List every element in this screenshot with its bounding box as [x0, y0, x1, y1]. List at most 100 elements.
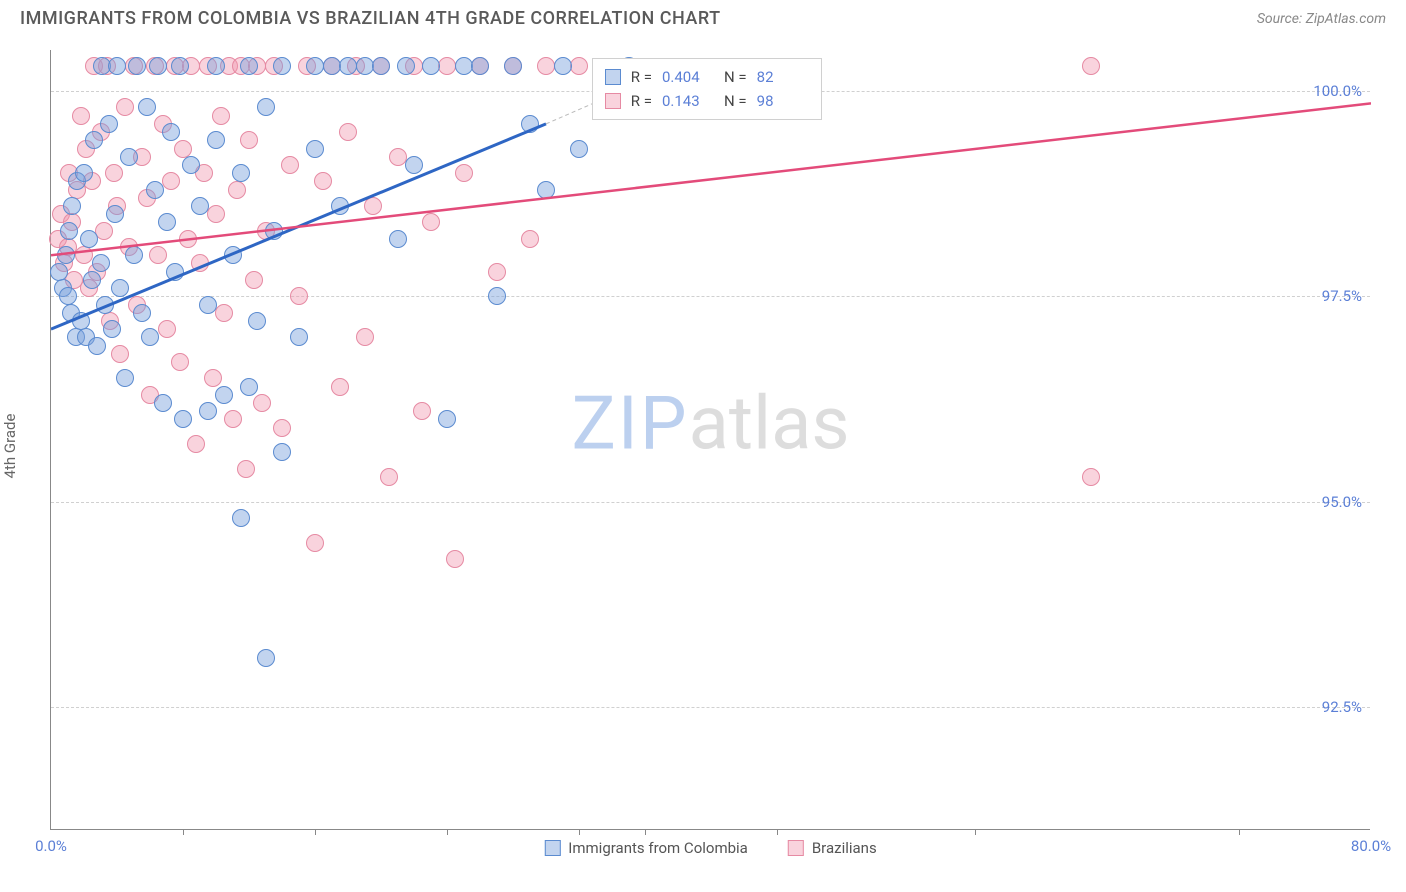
data-point-blue	[63, 197, 81, 215]
data-point-blue	[133, 304, 151, 322]
data-point-blue	[306, 57, 324, 75]
data-point-pink	[111, 345, 129, 363]
data-point-blue	[331, 197, 349, 215]
data-point-blue	[232, 509, 250, 527]
data-point-blue	[397, 57, 415, 75]
data-point-blue	[199, 296, 217, 314]
stats-r-value: 0.404	[662, 65, 714, 89]
data-point-pink	[191, 254, 209, 272]
data-point-blue	[125, 246, 143, 264]
data-point-pink	[162, 172, 180, 190]
data-point-pink	[273, 419, 291, 437]
ytick-label: 97.5%	[1322, 287, 1362, 305]
stats-r-label: R =	[631, 65, 652, 89]
xtick	[975, 829, 976, 835]
data-point-blue	[106, 205, 124, 223]
data-point-pink	[207, 205, 225, 223]
data-point-blue	[248, 312, 266, 330]
data-point-blue	[72, 312, 90, 330]
watermark-part1: ZIP	[571, 380, 688, 467]
data-point-blue	[141, 328, 159, 346]
xtick	[183, 829, 184, 835]
data-point-blue	[215, 386, 233, 404]
xtick	[447, 829, 448, 835]
stats-r-label: R =	[631, 89, 652, 113]
data-point-blue	[57, 246, 75, 264]
data-point-blue	[207, 131, 225, 149]
data-point-pink	[245, 271, 263, 289]
chart-title: IMMIGRANTS FROM COLOMBIA VS BRAZILIAN 4T…	[20, 8, 721, 29]
data-point-blue	[389, 230, 407, 248]
data-point-blue	[290, 328, 308, 346]
data-point-blue	[339, 57, 357, 75]
legend-swatch-pink	[788, 840, 804, 856]
stats-n-value: 82	[757, 65, 809, 89]
data-point-blue	[323, 57, 341, 75]
gridline	[51, 707, 1370, 708]
ytick-label: 92.5%	[1322, 698, 1362, 716]
data-point-blue	[199, 402, 217, 420]
data-point-blue	[405, 156, 423, 174]
data-point-blue	[570, 140, 588, 158]
data-point-pink	[331, 378, 349, 396]
data-point-blue	[128, 57, 146, 75]
data-point-pink	[179, 230, 197, 248]
data-point-blue	[162, 123, 180, 141]
data-point-blue	[108, 57, 126, 75]
data-point-pink	[1082, 468, 1100, 486]
data-point-pink	[116, 98, 134, 116]
data-point-pink	[364, 197, 382, 215]
ytick-label: 100.0%	[1313, 82, 1362, 100]
data-point-blue	[96, 296, 114, 314]
data-point-pink	[339, 123, 357, 141]
data-point-pink	[438, 57, 456, 75]
data-point-pink	[1082, 57, 1100, 75]
data-point-blue	[83, 271, 101, 289]
data-point-blue	[75, 164, 93, 182]
stats-r-value: 0.143	[662, 89, 714, 113]
data-point-pink	[72, 107, 90, 125]
data-point-pink	[212, 107, 230, 125]
data-point-blue	[116, 369, 134, 387]
trendline-pink	[51, 103, 1371, 255]
data-point-pink	[389, 148, 407, 166]
data-point-pink	[187, 435, 205, 453]
data-point-pink	[446, 550, 464, 568]
data-point-pink	[455, 164, 473, 182]
gridline	[51, 502, 1370, 503]
legend-item-blue: Immigrants from Colombia	[544, 839, 748, 857]
data-point-blue	[191, 197, 209, 215]
data-point-blue	[438, 410, 456, 428]
stats-swatch-pink	[605, 93, 621, 109]
data-point-pink	[488, 263, 506, 281]
data-point-blue	[273, 443, 291, 461]
data-point-blue	[120, 148, 138, 166]
watermark-part2: atlas	[689, 380, 850, 467]
data-point-blue	[537, 181, 555, 199]
data-point-pink	[224, 410, 242, 428]
legend: Immigrants from Colombia Brazilians	[544, 839, 876, 857]
stats-row-blue: R = 0.404 N = 82	[605, 65, 809, 89]
data-point-blue	[273, 57, 291, 75]
data-point-blue	[455, 57, 473, 75]
stats-n-label: N =	[724, 89, 747, 113]
data-point-blue	[158, 213, 176, 231]
data-point-blue	[265, 222, 283, 240]
data-point-blue	[154, 394, 172, 412]
header: IMMIGRANTS FROM COLOMBIA VS BRAZILIAN 4T…	[0, 0, 1406, 35]
data-point-blue	[422, 57, 440, 75]
data-point-blue	[372, 57, 390, 75]
data-point-blue	[92, 254, 110, 272]
data-point-blue	[240, 378, 258, 396]
gridline	[51, 296, 1370, 297]
data-point-pink	[570, 57, 588, 75]
xtick-label: 80.0%	[1351, 837, 1391, 855]
source-label: Source: ZipAtlas.com	[1257, 11, 1386, 27]
data-point-blue	[240, 57, 258, 75]
data-point-blue	[59, 287, 77, 305]
scatter-chart: ZIPatlas Immigrants from Colombia Brazil…	[50, 50, 1370, 830]
data-point-pink	[356, 328, 374, 346]
data-point-pink	[171, 353, 189, 371]
stats-n-label: N =	[724, 65, 747, 89]
data-point-pink	[240, 131, 258, 149]
